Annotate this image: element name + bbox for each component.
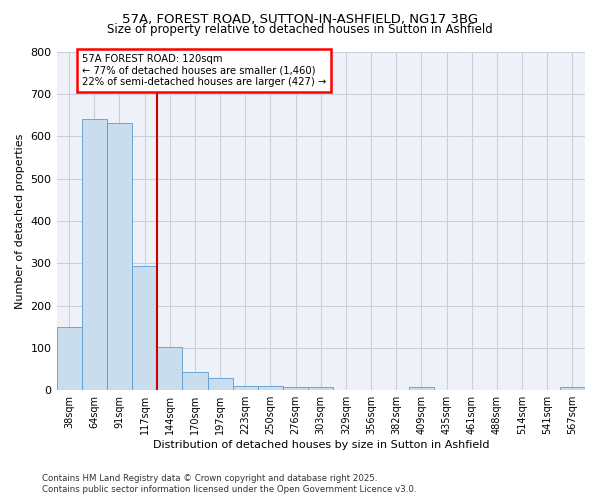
Text: Size of property relative to detached houses in Sutton in Ashfield: Size of property relative to detached ho… (107, 22, 493, 36)
Bar (258, 386, 283, 390)
Bar (157, 346, 182, 390)
Bar (82, 119, 107, 390)
Bar (56, 326, 82, 390)
Bar (560, 387, 585, 390)
Bar (132, 266, 157, 390)
Text: 57A FOREST ROAD: 120sqm
← 77% of detached houses are smaller (1,460)
22% of semi: 57A FOREST ROAD: 120sqm ← 77% of detache… (82, 54, 326, 87)
Bar (182, 372, 208, 390)
X-axis label: Distribution of detached houses by size in Sutton in Ashfield: Distribution of detached houses by size … (152, 440, 489, 450)
Y-axis label: Number of detached properties: Number of detached properties (15, 133, 25, 308)
Bar (409, 387, 434, 390)
Text: 57A, FOREST ROAD, SUTTON-IN-ASHFIELD, NG17 3BG: 57A, FOREST ROAD, SUTTON-IN-ASHFIELD, NG… (122, 12, 478, 26)
Text: Contains HM Land Registry data © Crown copyright and database right 2025.
Contai: Contains HM Land Registry data © Crown c… (42, 474, 416, 494)
Bar (308, 387, 334, 390)
Bar (233, 386, 258, 390)
Bar (283, 387, 308, 390)
Bar (107, 122, 132, 390)
Bar (208, 378, 233, 390)
